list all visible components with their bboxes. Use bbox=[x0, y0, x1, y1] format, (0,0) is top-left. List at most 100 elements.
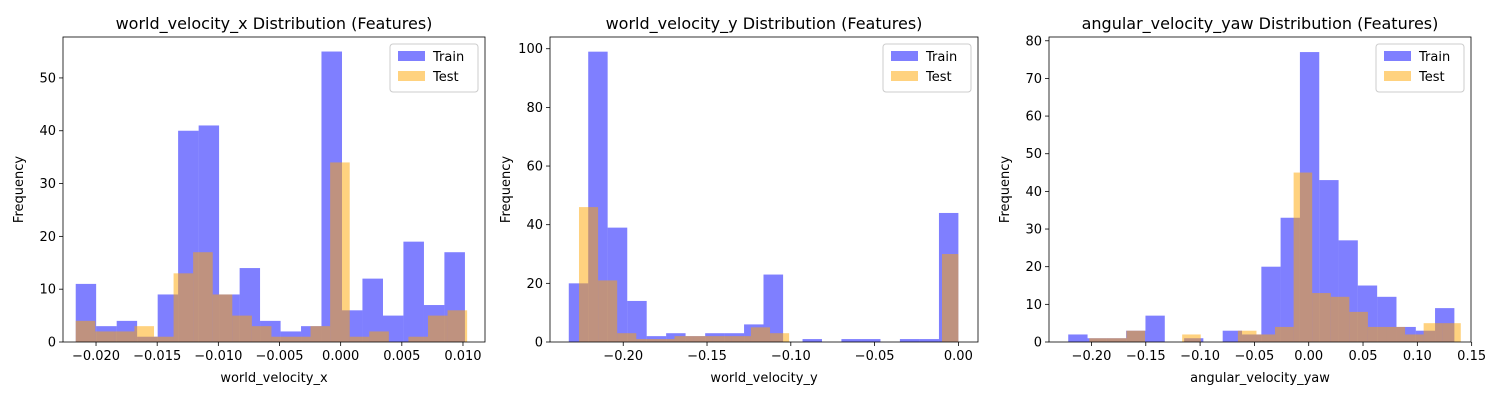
x-tick-label: −0.05 bbox=[855, 349, 895, 364]
legend-swatch-train bbox=[891, 51, 918, 61]
y-tick-label: 20 bbox=[526, 277, 543, 292]
legend-label-test: Test bbox=[1418, 70, 1445, 85]
y-tick-label: 30 bbox=[1025, 223, 1042, 238]
y-axis-label: Frequency bbox=[998, 156, 1013, 223]
legend-swatch-test bbox=[398, 71, 425, 81]
y-tick-label: 60 bbox=[1025, 110, 1042, 125]
axes-frame bbox=[62, 36, 486, 343]
histogram-bar bbox=[1405, 334, 1424, 342]
histogram-bar bbox=[362, 278, 383, 342]
series-train bbox=[75, 51, 465, 343]
histogram-bar bbox=[1145, 315, 1165, 342]
y-tick-label: 10 bbox=[1025, 298, 1042, 313]
histogram-bar bbox=[369, 331, 389, 342]
histogram-bar bbox=[655, 339, 675, 342]
x-tick-label: −0.05 bbox=[1234, 349, 1274, 364]
y-tick-label: 10 bbox=[39, 283, 56, 298]
legend-swatch-train bbox=[1384, 51, 1411, 61]
histogram-bar bbox=[349, 336, 370, 342]
x-tick-label: −0.020 bbox=[72, 349, 120, 364]
x-tick-label: −0.10 bbox=[1180, 349, 1220, 364]
histogram-bar bbox=[330, 162, 350, 342]
histogram-bar bbox=[1312, 293, 1331, 342]
histogram-bar bbox=[770, 333, 790, 342]
x-tick-label: −0.20 bbox=[1072, 349, 1112, 364]
histogram-bar bbox=[1367, 326, 1387, 342]
histogram-bar bbox=[173, 273, 194, 342]
x-tick-label: 0.15 bbox=[1457, 349, 1486, 364]
y-tick-label: 80 bbox=[1025, 34, 1042, 49]
y-tick-label: 60 bbox=[526, 160, 543, 175]
histogram-bar bbox=[712, 336, 732, 342]
axes-frame bbox=[1048, 36, 1472, 343]
legend-label-train: Train bbox=[925, 50, 957, 65]
x-tick-label: −0.15 bbox=[1126, 349, 1166, 364]
chart-panel-1: −0.20 −0.15 −0.10 −0.05 0.00 0 20 40 60 80 100 worl… bbox=[499, 14, 979, 386]
histogram-bar bbox=[1089, 338, 1108, 342]
histogram-bar bbox=[1442, 323, 1461, 342]
legend-swatch-test bbox=[1384, 71, 1411, 81]
histogram-bar bbox=[941, 254, 959, 342]
histogram-bar bbox=[693, 336, 713, 342]
legend-label-test: Test bbox=[925, 70, 952, 85]
histogram-bar bbox=[1423, 323, 1443, 342]
y-tick-label: 100 bbox=[518, 42, 543, 57]
histogram-bar bbox=[763, 274, 784, 342]
chart-panel-0: −0.020 −0.015 −0.010 −0.005 0.000 0.005 0.010 0… bbox=[12, 14, 486, 386]
histogram-bar bbox=[271, 336, 292, 342]
y-tick-label: 0 bbox=[48, 336, 56, 351]
x-tick-label: −0.20 bbox=[603, 349, 643, 364]
series-test bbox=[1089, 172, 1461, 342]
y-axis-label: Frequency bbox=[499, 156, 514, 223]
histogram-bar bbox=[310, 326, 331, 342]
x-axis-label: world_velocity_x bbox=[220, 371, 328, 386]
x-tick-label: 0.05 bbox=[1349, 349, 1378, 364]
chart-title: world_velocity_y Distribution (Features) bbox=[606, 14, 923, 34]
x-tick-label: −0.10 bbox=[771, 349, 811, 364]
y-axis-label: Frequency bbox=[12, 156, 27, 223]
histogram-bar bbox=[408, 336, 428, 342]
legend-swatch-test bbox=[891, 71, 918, 81]
histogram-bar bbox=[802, 339, 822, 342]
x-axis-label: world_velocity_y bbox=[710, 371, 818, 386]
y-tick-label: 30 bbox=[39, 177, 56, 192]
x-tick-label: 0.00 bbox=[1294, 349, 1323, 364]
y-tick-label: 20 bbox=[39, 230, 56, 245]
histogram-bar bbox=[1222, 330, 1243, 342]
legend: Train Test bbox=[1375, 43, 1465, 93]
y-tick-label: 50 bbox=[1025, 147, 1042, 162]
histogram-bar bbox=[1126, 330, 1146, 342]
x-tick-label: 0.010 bbox=[444, 349, 481, 364]
histogram-bar bbox=[157, 294, 179, 342]
histogram-bar bbox=[154, 336, 174, 342]
histogram-bar bbox=[403, 241, 424, 342]
y-tick-label: 20 bbox=[1025, 260, 1042, 275]
y-tick-label: 0 bbox=[535, 336, 543, 351]
axes-frame bbox=[549, 36, 979, 343]
histogram-bar bbox=[750, 327, 771, 342]
x-axis-label: angular_velocity_yaw bbox=[1190, 371, 1330, 386]
histogram-bar bbox=[1237, 330, 1257, 342]
histogram-bar bbox=[95, 331, 115, 342]
x-tick-label: 0.00 bbox=[944, 349, 973, 364]
histogram-bar bbox=[1293, 172, 1313, 342]
legend: Train Test bbox=[389, 43, 479, 93]
histogram-bar bbox=[598, 280, 618, 342]
x-tick-label: 0.005 bbox=[383, 349, 420, 364]
histogram-bar bbox=[1107, 338, 1127, 342]
histogram-bar bbox=[1349, 311, 1368, 342]
histogram-bar bbox=[251, 326, 272, 342]
x-tick-label: −0.005 bbox=[255, 349, 303, 364]
series-test bbox=[75, 162, 468, 342]
series-test bbox=[578, 207, 959, 342]
histogram-bar bbox=[447, 310, 468, 342]
histogram-bar bbox=[212, 294, 233, 342]
legend-label-train: Train bbox=[1418, 50, 1450, 65]
histogram-bar bbox=[134, 326, 155, 342]
x-tick-label: −0.010 bbox=[194, 349, 242, 364]
histogram-bar bbox=[427, 315, 448, 342]
histogram-bar bbox=[1386, 326, 1406, 342]
y-tick-label: 40 bbox=[39, 124, 56, 139]
y-tick-label: 70 bbox=[1025, 72, 1042, 87]
